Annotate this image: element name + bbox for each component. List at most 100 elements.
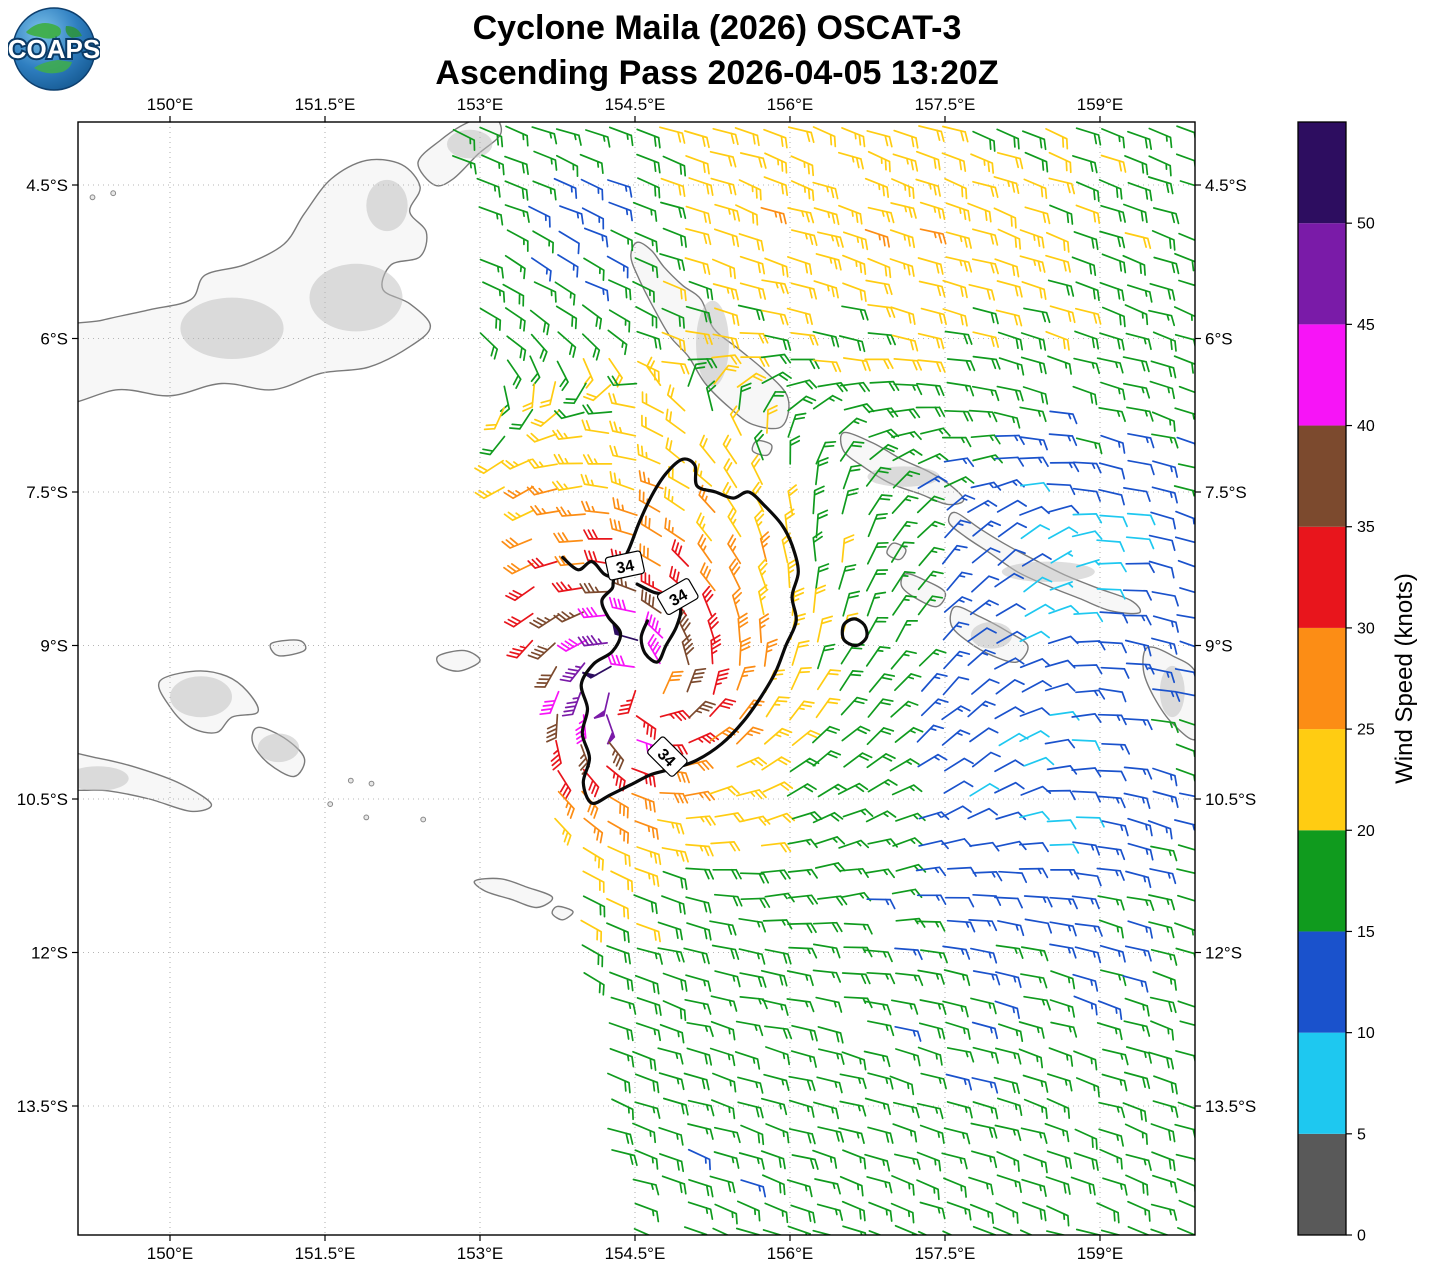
wind-barb [1151, 637, 1178, 655]
lat-tick-label-right: 10.5°S [1205, 790, 1256, 809]
wind-barb [788, 1075, 816, 1092]
wind-barb [1024, 603, 1055, 617]
wind-barb [996, 385, 1024, 402]
wind-barb [1071, 895, 1100, 910]
wind-barb [1019, 730, 1050, 743]
wind-barb [866, 971, 896, 985]
wind-barb [657, 819, 685, 835]
wind-barb [736, 726, 764, 745]
wind-barb [503, 562, 534, 575]
wind-barb [1150, 845, 1178, 862]
wind-barb [786, 379, 818, 390]
wind-barb [942, 125, 969, 143]
terrain-shading [257, 733, 300, 763]
wind-barb [546, 713, 559, 743]
wind-barb [556, 360, 569, 392]
wind-barb [1020, 946, 1049, 962]
wind-barb [1023, 307, 1051, 324]
wind-barb [554, 817, 572, 846]
colorbar-segment [1298, 425, 1346, 527]
wind-barb [892, 520, 918, 542]
wind-barb [659, 126, 686, 144]
wind-barb [506, 229, 529, 252]
wind-barb [1073, 872, 1102, 887]
wind-barb [659, 791, 689, 804]
wind-barb [608, 741, 625, 771]
wind-barb [607, 845, 631, 867]
wind-barb [1049, 204, 1074, 225]
wind-barb [837, 782, 869, 795]
wind-barb [865, 279, 893, 296]
wind-barb [817, 381, 848, 393]
wind-barb [737, 1101, 764, 1119]
wind-barb [1099, 230, 1126, 249]
wind-barb [994, 1000, 1020, 1020]
wind-barb [917, 753, 948, 768]
wind-barb [1174, 536, 1195, 544]
wind-barb [478, 206, 504, 226]
wind-barb [994, 657, 1025, 670]
wind-barb [607, 820, 630, 844]
wind-barb [889, 229, 916, 249]
wind-barb [608, 279, 632, 301]
wind-barb [1072, 385, 1098, 406]
wind-barb [1127, 459, 1155, 476]
wind-barb [1124, 304, 1149, 326]
wind-barb [915, 866, 947, 877]
wind-barb [1071, 530, 1103, 540]
wind-barb [1148, 155, 1172, 177]
wind-barb [1148, 309, 1176, 327]
wind-barb [946, 571, 973, 591]
wind-barb [633, 1228, 651, 1235]
wind-barb [636, 922, 661, 943]
wind-barb [972, 871, 1003, 882]
wind-barb [737, 304, 765, 321]
wind-barb [1073, 231, 1099, 251]
wind-barb [920, 1072, 947, 1090]
wind-barb [582, 768, 600, 798]
wind-barb [1075, 281, 1100, 302]
wind-barb [969, 599, 999, 616]
wind-barb [1046, 1150, 1073, 1170]
wind-barb [997, 522, 1028, 538]
wind-barb [714, 203, 741, 222]
wind-barb [842, 590, 861, 617]
wind-barb [942, 945, 971, 960]
wind-barb [841, 972, 871, 985]
wind-barb [1024, 206, 1051, 225]
wind-barb [682, 759, 714, 771]
wind-barb [1174, 1123, 1195, 1140]
wind-barb [790, 332, 819, 346]
wind-barb [634, 1202, 660, 1223]
wind-barb [710, 634, 722, 665]
wind-barb [1150, 360, 1177, 379]
wind-barb [970, 1122, 998, 1139]
wind-barb [533, 150, 558, 171]
wind-barb [997, 331, 1024, 351]
wind-barb [687, 1148, 711, 1171]
wind-barb [738, 637, 751, 666]
wind-barb [972, 228, 999, 246]
wind-barb [1152, 971, 1177, 991]
wind-barb [757, 558, 768, 590]
wind-barb [1101, 306, 1126, 328]
wind-barb [917, 475, 948, 489]
wind-barb [1075, 127, 1102, 146]
terrain-shading [309, 263, 403, 332]
wind-barb [916, 724, 945, 743]
wind-barb [945, 231, 972, 249]
wind-barb [709, 1175, 736, 1194]
wind-barb [713, 228, 740, 248]
wind-barb [944, 757, 974, 772]
wind-barb [636, 997, 662, 1016]
wind-barb [1049, 999, 1076, 1018]
wind-barb [891, 430, 922, 441]
wind-barb [583, 529, 613, 540]
wind-barb [816, 1203, 844, 1221]
wind-barb [787, 922, 817, 934]
wind-barb [539, 690, 560, 716]
wind-barb [740, 1124, 765, 1146]
wind-barb [919, 1201, 946, 1220]
wind-barb [501, 458, 533, 470]
wind-barb [608, 1022, 634, 1042]
